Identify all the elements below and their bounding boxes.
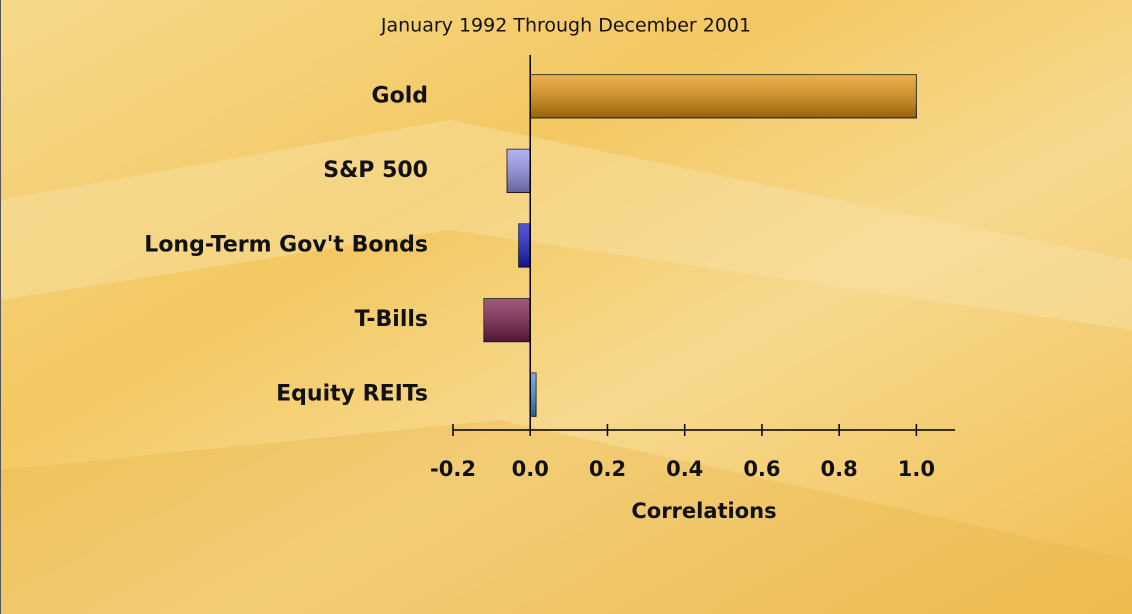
bar-shade bbox=[518, 223, 531, 268]
y-tick-label: Gold bbox=[372, 83, 428, 108]
chart-subtitle: January 1992 Through December 2001 bbox=[380, 15, 751, 37]
x-tick-label: 0.4 bbox=[666, 457, 703, 481]
bar-shade bbox=[530, 373, 537, 417]
x-tick-label: -0.2 bbox=[430, 457, 476, 481]
x-tick-label: 0.6 bbox=[743, 457, 780, 481]
x-tick-label: 0.2 bbox=[589, 457, 626, 481]
y-tick-label: T-Bills bbox=[355, 307, 428, 332]
bar-shade bbox=[507, 149, 531, 193]
bar-shade bbox=[483, 298, 531, 342]
y-tick-label: S&P 500 bbox=[323, 158, 428, 183]
decor bbox=[0, 120, 1132, 330]
x-tick-label: 0.0 bbox=[512, 457, 549, 481]
y-tick-label: Long-Term Gov't Bonds bbox=[144, 233, 428, 258]
y-tick-label: Equity REITs bbox=[276, 382, 428, 407]
x-axis-label: Correlations bbox=[631, 499, 776, 523]
bar-shade bbox=[530, 74, 917, 118]
decor bbox=[0, 420, 1132, 614]
x-tick-label: 1.0 bbox=[898, 457, 935, 481]
x-tick-label: 0.8 bbox=[821, 457, 858, 481]
